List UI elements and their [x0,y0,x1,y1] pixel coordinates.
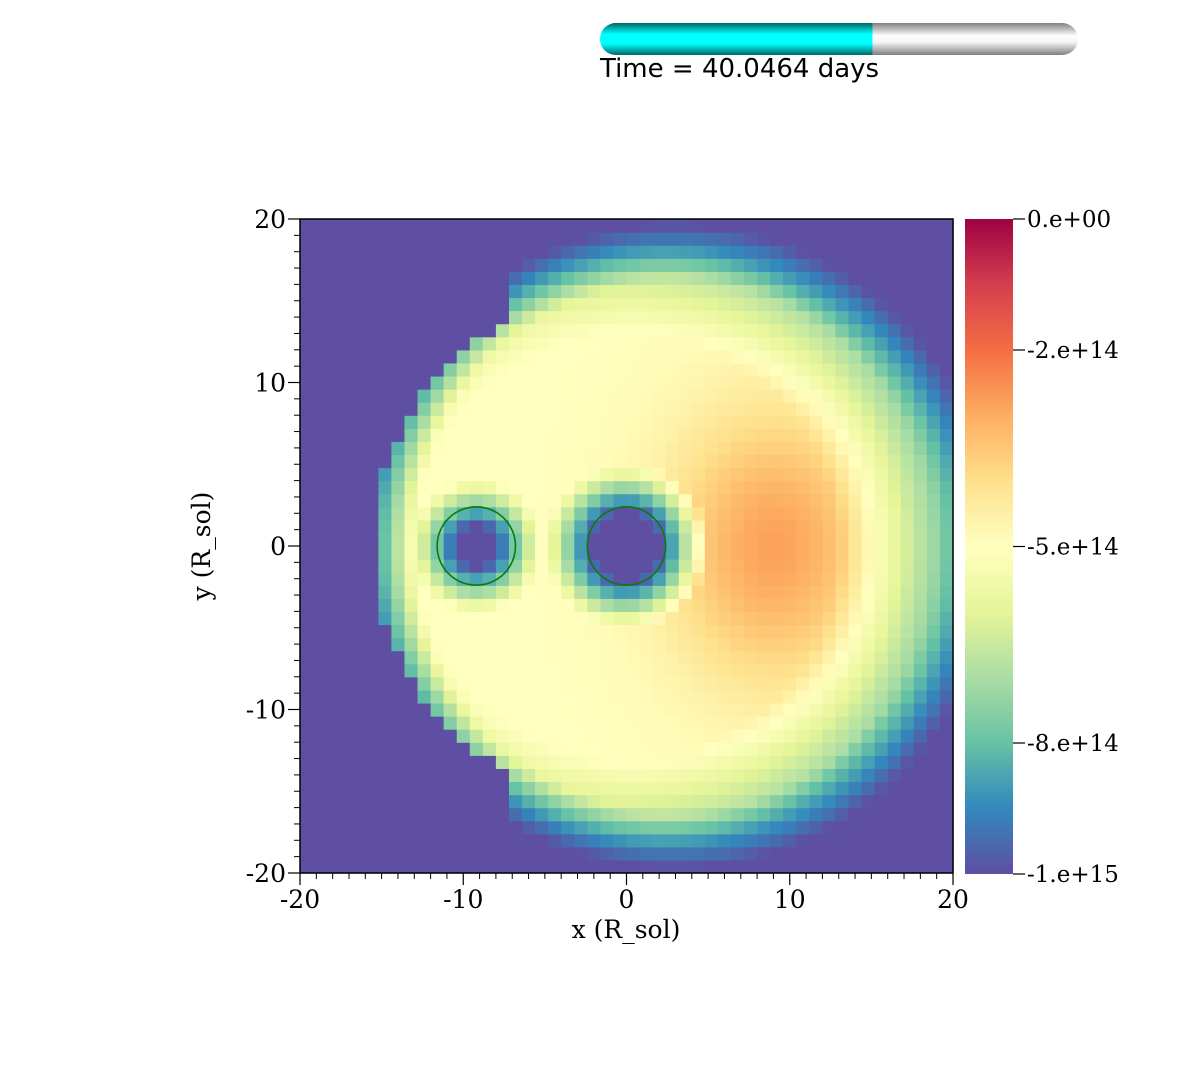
y-tick-label: 20 [254,205,286,234]
y-axis-label: y (R_sol) [187,492,216,602]
star-circle-2 [586,506,667,586]
colorbar-tick-label: -8.e+14 [1027,731,1119,757]
colorbar: 0.e+00 -2.e+14 -5.e+14 -8.e+14 -1.e+15 [965,207,1119,888]
heatmap-field [300,219,954,874]
x-axis-label: x (R_sol) [572,915,681,944]
y-tick-label: 0 [270,532,286,561]
time-label: Time = 40.0464 days [600,54,880,84]
colorbar-tick-label: -2.e+14 [1027,338,1119,364]
x-tick-label: -20 [280,885,320,914]
colorbar-tick-label: 0.e+00 [1027,207,1111,233]
progress-fill [600,23,873,55]
x-tick-label: -10 [443,885,483,914]
time-progress-svg [600,23,1078,55]
x-tick-label: 0 [619,885,635,914]
y-tick-label: -10 [246,696,286,725]
colorbar-tick-label: -1.e+15 [1027,862,1119,888]
x-tick-label: 20 [937,885,969,914]
colorbar-tick-label: -5.e+14 [1027,535,1119,561]
colorbar-gradient [965,219,1013,874]
star-circle-1 [436,506,517,586]
y-tick-label: 10 [254,369,286,398]
y-tick-label: -20 [246,859,286,888]
x-tick-label: 10 [774,885,806,914]
